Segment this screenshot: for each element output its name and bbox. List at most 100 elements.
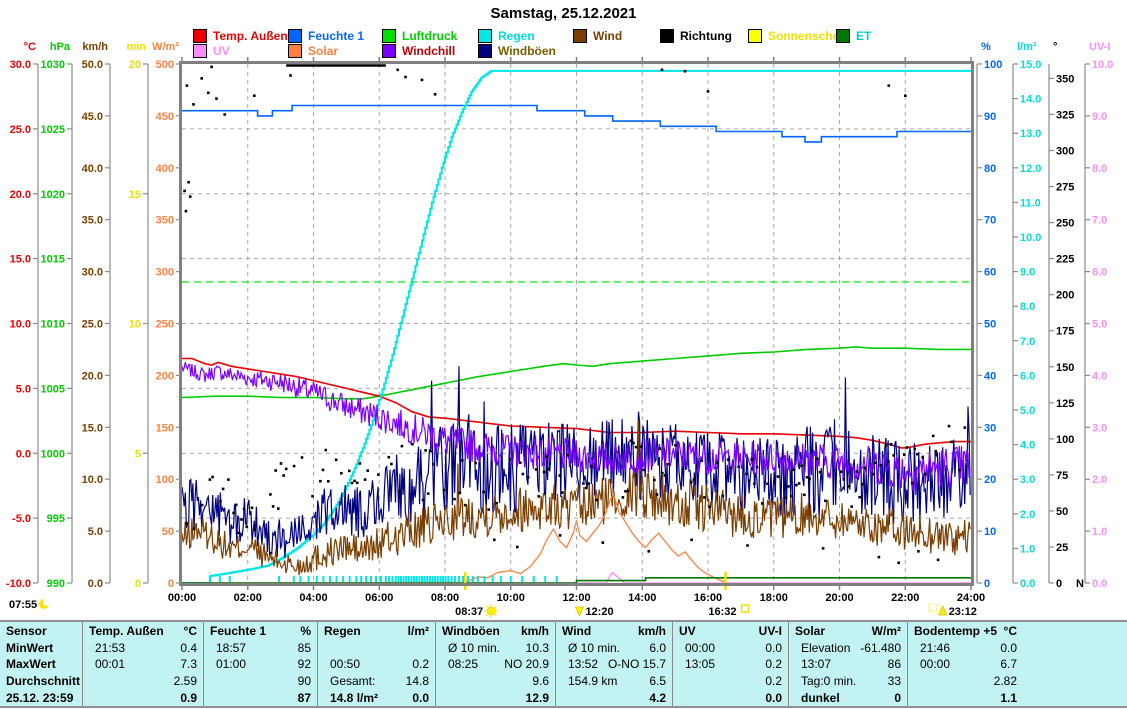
legend-label: Windböen (498, 44, 556, 58)
legend-swatch (288, 44, 302, 58)
svg-text:5.0: 5.0 (1020, 405, 1035, 417)
table-cell-feuchte-1-r3: 90 (203, 672, 317, 689)
svg-text:1.0: 1.0 (1092, 526, 1107, 538)
legend-swatch (478, 29, 492, 43)
svg-text:7.0: 7.0 (1092, 215, 1107, 227)
table-cell-windb-en-r4: 12.9 (435, 689, 555, 706)
svg-text:150: 150 (1056, 362, 1074, 374)
legend-item-4: Wind (573, 29, 622, 43)
axis-unit-min: min (126, 41, 146, 53)
svg-text:10.0: 10.0 (82, 474, 103, 486)
svg-text:60: 60 (984, 267, 996, 279)
x-label: 04:00 (299, 592, 327, 604)
series-feuchte-1 (182, 104, 971, 143)
table-cell-regen-r3: Gesamt: 14.8 (317, 672, 435, 689)
axis-kmh: 0.0 5.0 10.0 15.0 20.0 25.0 30.0 35.0 40.0 45.0 50… (82, 41, 111, 590)
x-label: 14:00 (628, 592, 656, 604)
x-label: 24:00 (957, 592, 985, 604)
svg-text:20.0: 20.0 (82, 370, 103, 382)
legend-label: Wind (593, 29, 623, 43)
axis-degC: -10.0 -5.0 0.0 5.0 10.0 15.0 20.0 25.0 30.0 °C (6, 41, 39, 590)
legend-label: Feuchte 1 (308, 29, 365, 43)
moon-event-time: 12:20 (585, 606, 613, 618)
axis-unit-degC: °C (24, 41, 36, 53)
svg-text:30.0: 30.0 (82, 267, 103, 279)
series-uv (182, 571, 971, 583)
svg-text:0: 0 (984, 578, 990, 590)
legend-item-10: Windchill (382, 44, 455, 58)
table-cell-feuchte-1-r0: Feuchte 1% (203, 622, 317, 639)
axis-unit-pct: % (981, 41, 991, 53)
svg-text:6.0: 6.0 (1092, 267, 1107, 279)
table-cell-bodentemp-5-r2: 00:00 6.7 (907, 656, 1127, 672)
x-label: 02:00 (234, 592, 262, 604)
svg-text:400: 400 (156, 163, 174, 175)
axis-unit-wm2: W/m² (152, 41, 179, 53)
table-cell-solar-r4: dunkel 0 (788, 689, 907, 706)
table-row-label: Durchschnitt (6, 673, 81, 688)
x-label: 00:00 (168, 592, 196, 604)
table-cell-feuchte-1-r4: 87 (203, 689, 317, 706)
legend-item-11: Windböen (478, 44, 556, 58)
svg-text:5.0: 5.0 (88, 526, 103, 538)
svg-text:10.0: 10.0 (10, 319, 31, 331)
svg-text:1020: 1020 (41, 189, 65, 201)
svg-text:25: 25 (1056, 542, 1068, 554)
sunrise-time: 08:37 (455, 606, 483, 618)
table-cell-uv-r0: UV UV-I (672, 622, 788, 639)
svg-text:0: 0 (135, 578, 141, 590)
svg-text:7.0: 7.0 (1020, 336, 1035, 348)
svg-text:0.0: 0.0 (1092, 578, 1107, 590)
table-cell-solar-r1: Elevation -61.480 (788, 639, 907, 656)
svg-text:5.0: 5.0 (1092, 319, 1107, 331)
svg-text:12.0: 12.0 (1020, 163, 1041, 175)
svg-text:15.0: 15.0 (82, 422, 103, 434)
x-label: 08:00 (431, 592, 459, 604)
series-windchill (182, 362, 971, 495)
table-row-label: MinWert (6, 640, 54, 655)
svg-text:25.0: 25.0 (10, 124, 31, 136)
svg-text:325: 325 (1056, 109, 1074, 121)
legend-item-3: Regen (478, 29, 535, 43)
svg-text:20.0: 20.0 (10, 189, 31, 201)
svg-text:200: 200 (156, 370, 174, 382)
table-cell-solar-r2: 13:07 86 (788, 656, 907, 672)
x-label: 16:00 (694, 592, 722, 604)
table-cell-feuchte-1-r1: 18:57 85 (203, 639, 317, 656)
table-cell-regen-r0: Regen l/m² (317, 622, 435, 639)
weather-plot: -10.0 -5.0 0.0 5.0 10.0 15.0 20.0 25.0 30.0 °C 990… (6, 41, 1113, 618)
legend-label: Temp. Außen (213, 29, 288, 43)
series-layer (182, 64, 971, 583)
table-cell-temp-au-en-r0: Temp. Außen °C (82, 622, 203, 639)
svg-text:1030: 1030 (41, 59, 65, 71)
moonrise-time: 23:12 (949, 606, 977, 618)
sunset-time: 16:32 (708, 606, 736, 618)
legend-item-7: ET (836, 29, 871, 43)
axis-unit-hPa: hPa (50, 41, 71, 53)
table-cell-bodentemp-5-r3: 2.82 (907, 672, 1127, 689)
legend-swatch (193, 44, 207, 58)
svg-text:0.0: 0.0 (16, 448, 31, 460)
table-cell-temp-au-en-r2: 00:01 7.3 (82, 656, 203, 672)
table-cell-wind-r3: 154.9 km 6.5 (555, 672, 672, 689)
series-temp-au-en (182, 357, 971, 449)
legend-item-6: Sonnenschein (748, 29, 850, 43)
svg-text:8.0: 8.0 (1092, 163, 1107, 175)
table-cell-solar-r3: Tag:0 min. 33 (788, 672, 907, 689)
table-cell-regen-r2: 00:50 0.2 (317, 656, 435, 672)
svg-text:350: 350 (156, 215, 174, 227)
svg-text:70: 70 (984, 215, 996, 227)
axis-north-label: N (1076, 578, 1084, 590)
x-label: 22:00 (891, 592, 919, 604)
svg-text:0.0: 0.0 (1020, 578, 1035, 590)
axis-pct: 0 10 20 30 40 50 60 70 80 90 100% (976, 41, 1002, 590)
legend-swatch (660, 29, 674, 43)
svg-text:500: 500 (156, 59, 174, 71)
svg-text:275: 275 (1056, 182, 1074, 194)
svg-text:125: 125 (1056, 398, 1074, 410)
svg-text:40: 40 (984, 370, 996, 382)
table-cell-bodentemp-5-r4: 1.1 (907, 689, 1127, 706)
svg-text:175: 175 (1056, 326, 1074, 338)
axis-uvi: 0.0 1.0 2.0 3.0 4.0 5.0 6.0 7.0 8.0 9.0 10.0 UV-I (1084, 41, 1113, 590)
svg-text:10.0: 10.0 (1020, 232, 1041, 244)
